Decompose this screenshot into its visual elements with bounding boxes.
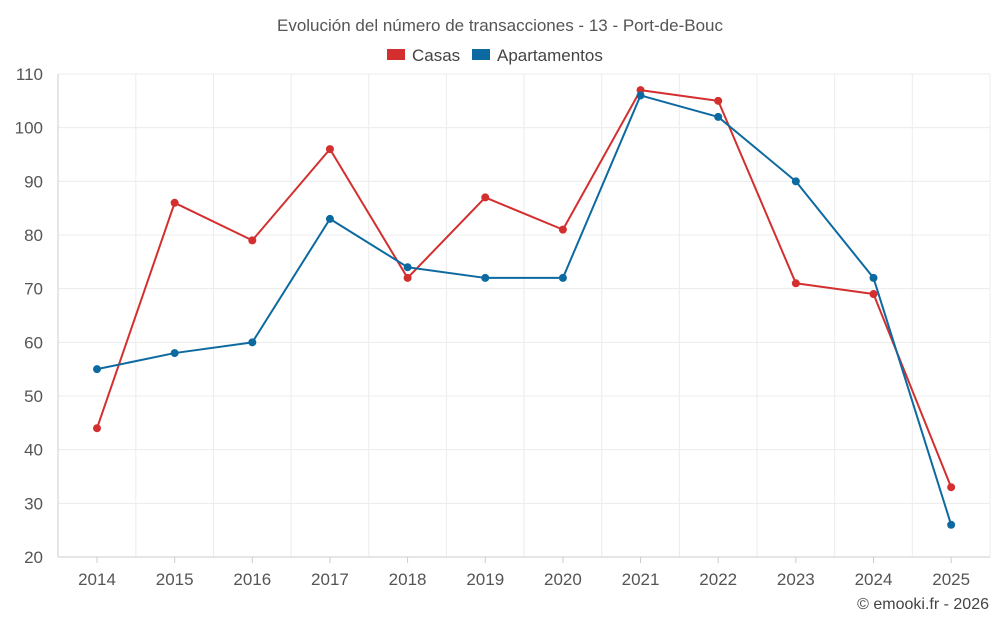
data-point-casas[interactable] (170, 198, 179, 207)
legend: Casas Apartamentos (387, 46, 603, 65)
legend-label-casas: Casas (412, 46, 460, 65)
chart-title: Evolución del número de transacciones - … (277, 16, 724, 35)
legend-swatch-apartamentos (472, 49, 490, 60)
y-tick-label: 100 (15, 119, 43, 138)
data-point-casas[interactable] (558, 225, 567, 234)
data-point-apartamentos[interactable] (93, 365, 101, 374)
y-tick-label: 40 (24, 441, 43, 460)
grid (57, 73, 991, 558)
data-point-apartamentos[interactable] (947, 520, 956, 529)
x-tick-label: 2018 (389, 570, 427, 589)
x-tick-label: 2015 (156, 570, 194, 589)
y-tick-label: 50 (24, 387, 43, 406)
y-tick-label: 30 (24, 494, 43, 513)
legend-label-apartamentos: Apartamentos (497, 46, 603, 65)
x-tick-label: 2024 (855, 570, 893, 589)
data-point-apartamentos[interactable] (791, 177, 800, 186)
y-tick-label: 80 (24, 226, 43, 245)
data-point-casas[interactable] (947, 483, 956, 492)
data-point-apartamentos[interactable] (869, 273, 878, 282)
data-point-apartamentos[interactable] (248, 338, 257, 347)
y-tick-label: 70 (24, 280, 43, 299)
x-tick-label: 2025 (932, 570, 970, 589)
series (93, 86, 956, 529)
x-tick-label: 2022 (699, 570, 737, 589)
x-tick-label: 2023 (777, 570, 815, 589)
series-line-casas (96, 89, 953, 488)
data-point-casas[interactable] (869, 290, 878, 299)
data-point-casas[interactable] (481, 193, 490, 202)
series-apartamentos (93, 91, 956, 529)
legend-swatch-casas (387, 49, 405, 60)
y-tick-label: 110 (16, 65, 43, 84)
data-point-apartamentos[interactable] (325, 214, 334, 223)
data-point-casas[interactable] (325, 145, 334, 154)
data-point-casas[interactable] (248, 236, 257, 245)
data-point-apartamentos[interactable] (558, 273, 567, 282)
data-point-casas[interactable] (403, 273, 412, 282)
y-tick-label: 20 (24, 548, 43, 567)
data-point-casas[interactable] (714, 96, 723, 105)
data-point-apartamentos[interactable] (403, 263, 412, 272)
x-tick-label: 2019 (466, 570, 504, 589)
y-tick-label: 90 (24, 172, 43, 191)
data-point-casas[interactable] (93, 424, 101, 433)
series-line-apartamentos (96, 94, 953, 526)
x-tick-label: 2014 (78, 570, 116, 589)
axes: 20 30 40 50 60 70 80 90 100 110 2014 2015 2016 2017 20… (15, 65, 990, 589)
y-tick-label: 60 (24, 333, 43, 352)
series-casas (93, 86, 956, 492)
data-point-apartamentos[interactable] (170, 349, 179, 358)
x-tick-label: 2016 (233, 570, 271, 589)
credit-text: © emooki.fr - 2026 (857, 596, 989, 613)
data-point-apartamentos[interactable] (636, 91, 645, 100)
x-tick-label: 2017 (311, 570, 349, 589)
data-point-casas[interactable] (791, 279, 800, 288)
data-point-apartamentos[interactable] (481, 273, 490, 282)
data-point-apartamentos[interactable] (714, 112, 723, 121)
x-tick-label: 2021 (622, 570, 660, 589)
x-tick-label: 2020 (544, 570, 582, 589)
